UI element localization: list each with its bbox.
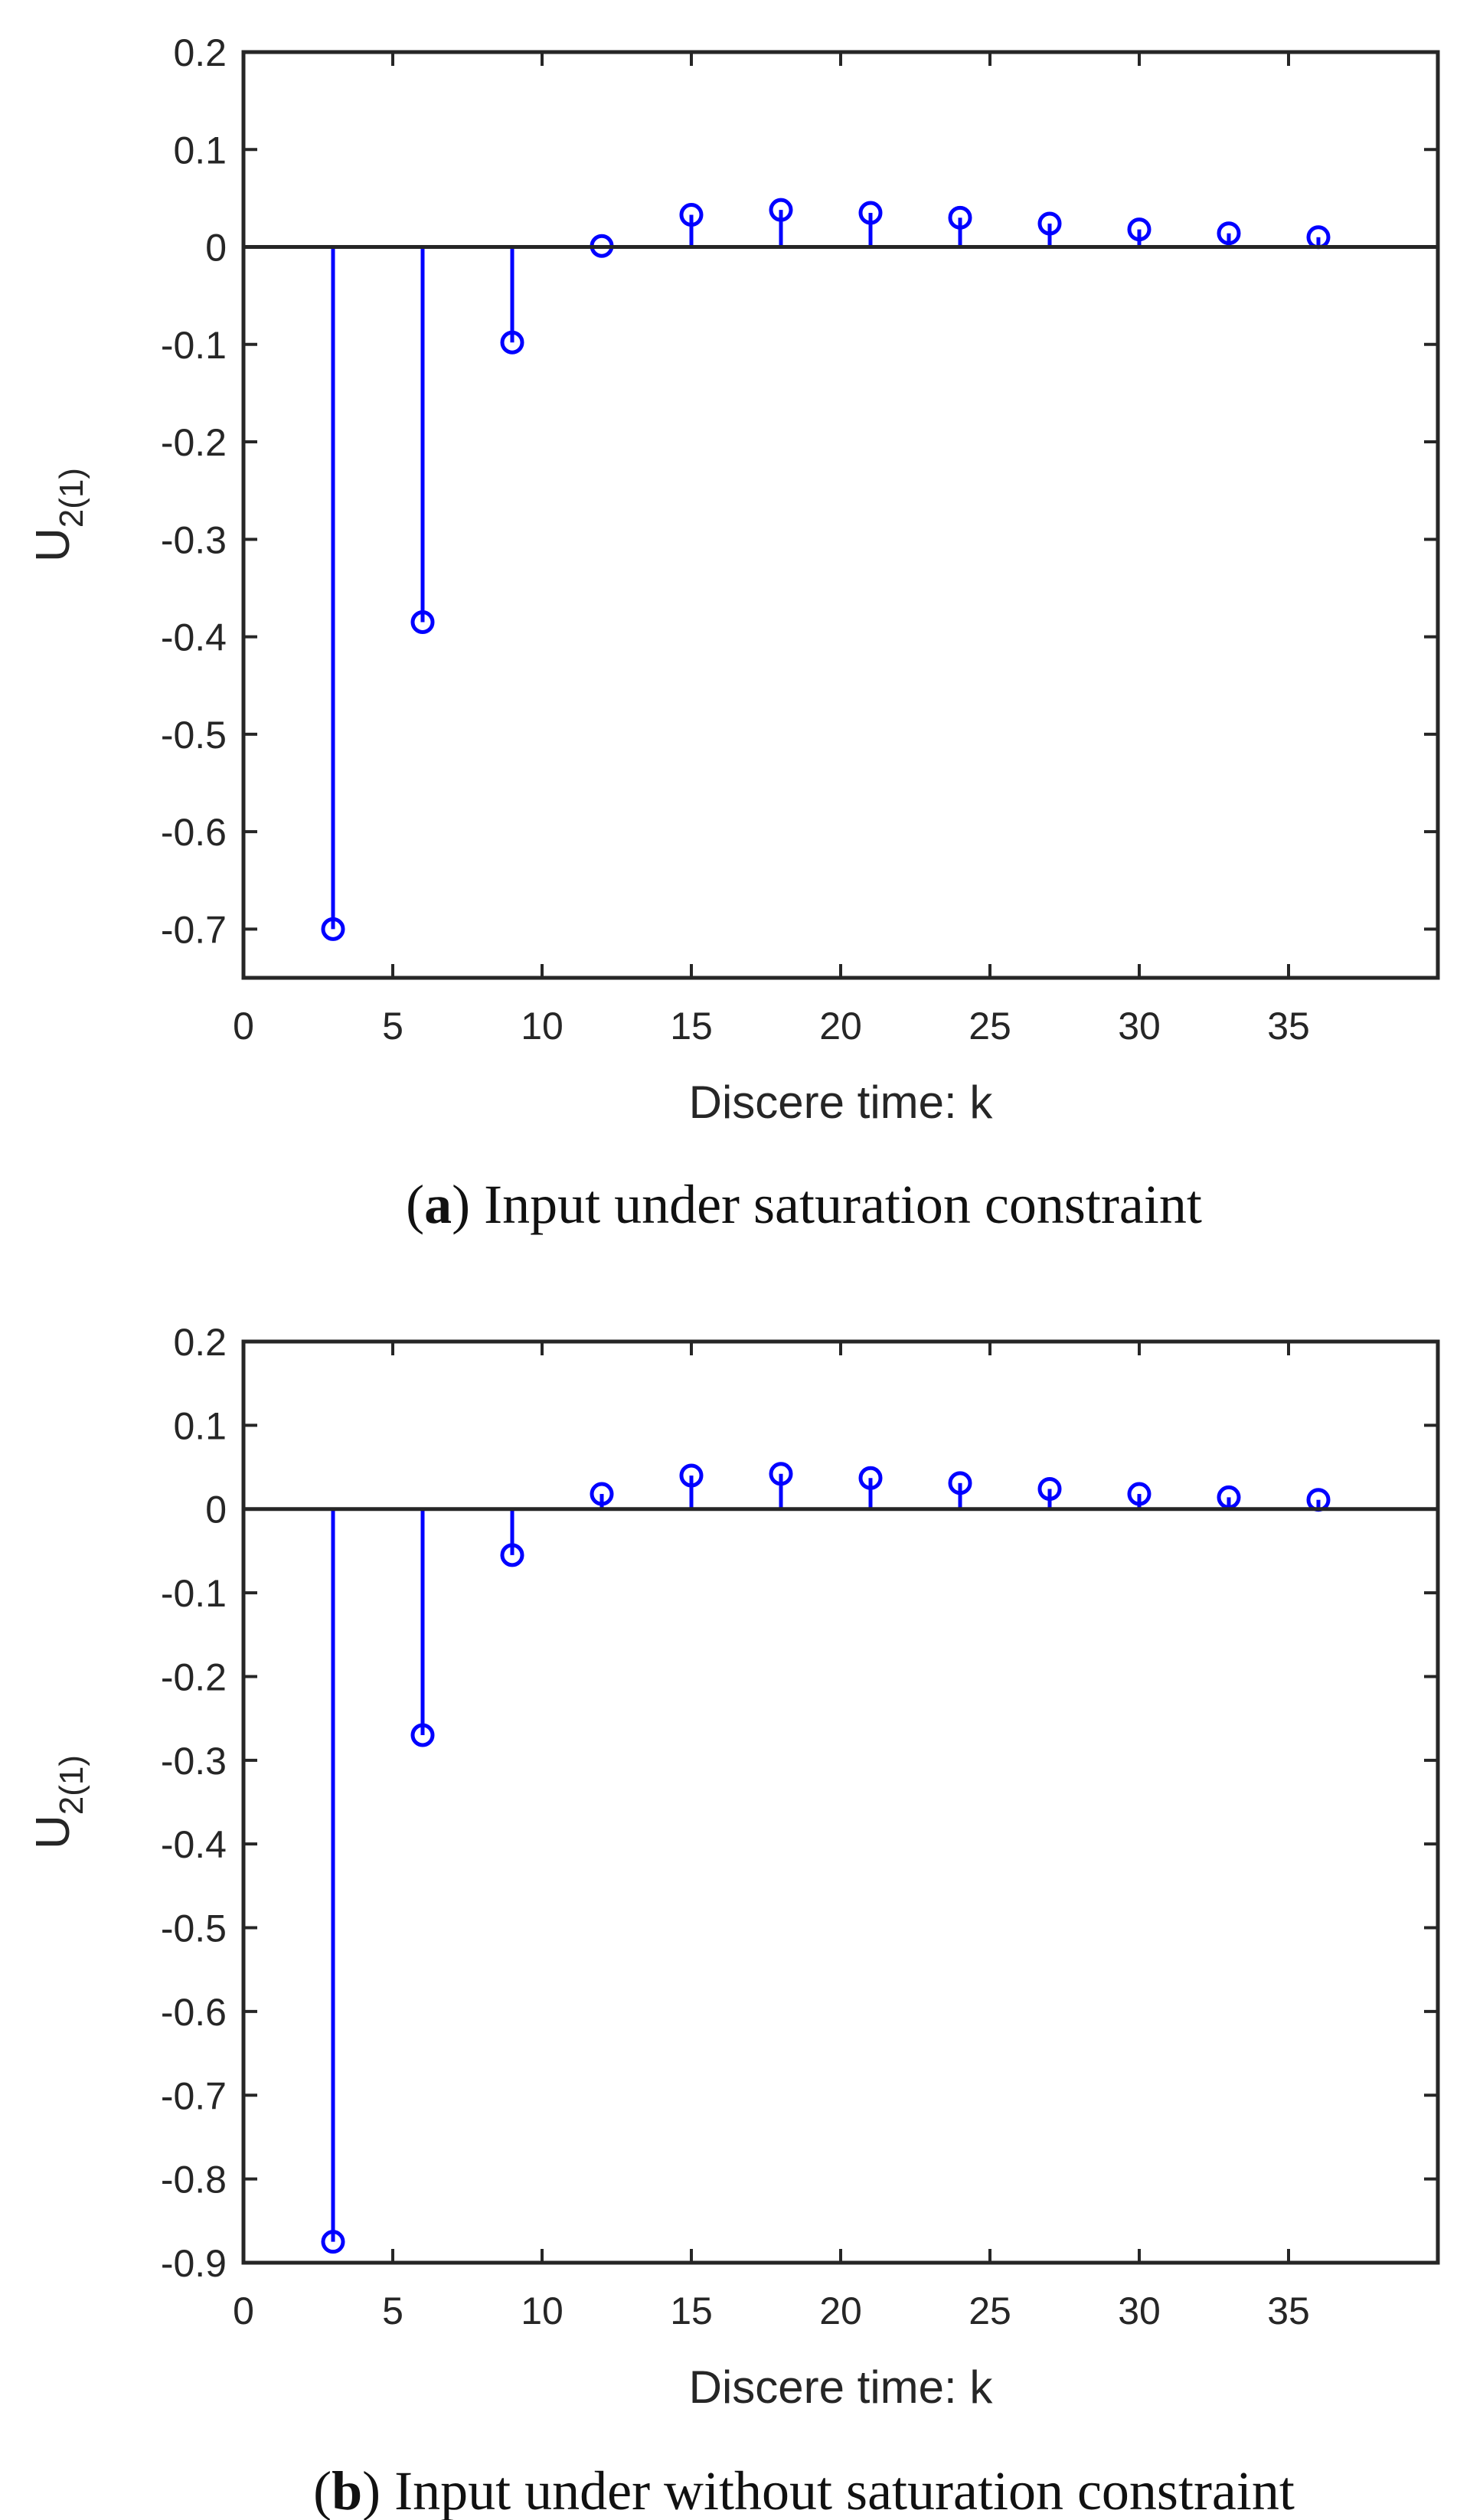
stem-marker-b <box>321 2230 345 2254</box>
stem-marker-a <box>1127 217 1152 242</box>
x-axis-label-a: Discere time: k <box>689 1077 994 1128</box>
y-axis-label-sub-a: 2(1) <box>53 468 90 528</box>
stem-marker-a <box>1217 221 1241 246</box>
stem-marker-b <box>1037 1476 1062 1501</box>
stem-marker-a <box>500 330 524 355</box>
y-tick-label-a: 0.2 <box>173 31 227 74</box>
caption-open-b: ( <box>313 2460 332 2520</box>
stem-marker-b <box>679 1463 704 1488</box>
y-axis-label-b: U2(1) <box>27 1755 90 1849</box>
y-axis-label-a: U2(1) <box>27 468 90 562</box>
y-tick-label-b: -0.4 <box>161 1823 227 1866</box>
x-tick-label-a: 25 <box>969 1005 1011 1048</box>
panel-b: 0 5 10 15 20 25 30 35 0.2 0.1 0 -0.1 -0.2 -0.3 -0.4 -0.… <box>27 1321 1440 2520</box>
x-tick-label-a: 0 <box>233 1005 254 1048</box>
y-tick-label-b: -0.7 <box>161 2074 227 2117</box>
y-tick-label-a: -0.3 <box>161 518 227 561</box>
y-tick-label-a: -0.4 <box>161 616 227 659</box>
stem-marker-a <box>948 205 972 230</box>
stem-marker-b <box>1127 1482 1152 1506</box>
x-tick-label-a: 20 <box>819 1005 862 1048</box>
stem-marker-b <box>410 1723 435 1747</box>
stem-marker-a <box>769 198 793 222</box>
y-tick-label-b: -0.5 <box>161 1907 227 1950</box>
caption-a: (a) Input under saturation constraint <box>406 1174 1202 1235</box>
plot-frame-b <box>241 1339 1440 2265</box>
stem-marker-b <box>948 1471 972 1495</box>
y-tick-label-b: 0 <box>205 1489 227 1531</box>
x-tick-label-b: 10 <box>521 2290 564 2332</box>
panel-a: 0 5 10 15 20 25 30 35 0.2 0.1 0 -0.1 -0.2 -0.3 -0.4 -0.… <box>27 31 1440 1235</box>
stem-marker-b <box>590 1482 614 1506</box>
caption-text-b: Input under without saturation constrain… <box>381 2460 1295 2520</box>
stem-marker-b <box>769 1462 793 1486</box>
plot-area-b <box>243 1342 1438 2263</box>
caption-letter-a: a <box>424 1174 452 1235</box>
stem-marker-b <box>858 1466 883 1490</box>
ticks-a: 0 5 10 15 20 25 30 35 0.2 0.1 0 -0.1 -0.2 -0.3 -0.4 -0.… <box>161 31 1438 1048</box>
x-axis-label-b: Discere time: k <box>689 2361 994 2413</box>
stem-marker-a <box>858 201 883 225</box>
y-tick-label-a: 0.1 <box>173 129 227 172</box>
stem-marker-a <box>679 203 704 227</box>
x-tick-label-b: 20 <box>819 2290 862 2332</box>
y-tick-label-b: -0.6 <box>161 1991 227 2034</box>
x-tick-label-b: 30 <box>1118 2290 1161 2332</box>
y-axis-label-main-a: U <box>27 528 80 562</box>
y-tick-label-a: -0.6 <box>161 811 227 854</box>
x-tick-label-a: 30 <box>1118 1005 1161 1048</box>
y-tick-label-b: -0.2 <box>161 1655 227 1698</box>
caption-close-b: ) <box>362 2460 381 2520</box>
y-tick-label-a: 0 <box>205 227 227 270</box>
y-tick-label-a: -0.1 <box>161 324 227 367</box>
y-tick-label-b: 0.1 <box>173 1404 227 1447</box>
y-tick-label-a: -0.5 <box>161 714 227 757</box>
x-tick-label-b: 5 <box>382 2290 403 2332</box>
stem-marker-a <box>321 917 345 941</box>
y-axis-label-sub-b: 2(1) <box>53 1755 90 1815</box>
y-tick-label-b: -0.8 <box>161 2159 227 2201</box>
y-tick-label-b: -0.9 <box>161 2242 227 2285</box>
y-tick-label-a: -0.2 <box>161 421 227 464</box>
x-tick-label-b: 35 <box>1267 2290 1310 2332</box>
x-tick-label-a: 15 <box>670 1005 713 1048</box>
x-tick-label-b: 15 <box>670 2290 713 2332</box>
caption-text-a: Input under saturation constraint <box>470 1174 1202 1235</box>
y-tick-label-b: 0.2 <box>173 1321 227 1364</box>
caption-open-a: ( <box>406 1174 424 1235</box>
stem-marker-b <box>500 1543 524 1567</box>
x-tick-label-b: 25 <box>969 2290 1011 2332</box>
y-tick-label-b: -0.3 <box>161 1740 227 1783</box>
caption-letter-b: b <box>332 2460 362 2520</box>
x-tick-label-a: 35 <box>1267 1005 1310 1048</box>
stem-marker-a <box>1037 211 1062 236</box>
y-tick-label-a: -0.7 <box>161 908 227 951</box>
x-tick-label-a: 10 <box>521 1005 564 1048</box>
stem-series-a <box>243 198 1438 941</box>
plot-area-a <box>243 52 1438 978</box>
x-tick-label-a: 5 <box>382 1005 403 1048</box>
plot-frame-a <box>241 50 1440 980</box>
y-tick-label-b: -0.1 <box>161 1572 227 1615</box>
stem-marker-a <box>410 610 435 634</box>
stem-series-b <box>243 1462 1438 2254</box>
caption-b: (b) Input under without saturation const… <box>313 2460 1295 2520</box>
caption-close-a: ) <box>452 1174 470 1235</box>
y-axis-label-main-b: U <box>27 1815 80 1849</box>
x-tick-label-b: 0 <box>233 2290 254 2332</box>
